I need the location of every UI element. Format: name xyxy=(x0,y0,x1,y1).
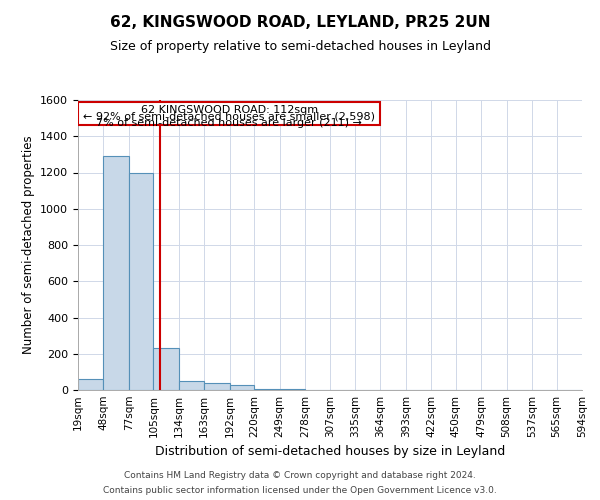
Bar xyxy=(254,389,280,390)
Bar xyxy=(129,172,154,390)
Bar xyxy=(78,102,380,126)
X-axis label: Distribution of semi-detached houses by size in Leyland: Distribution of semi-detached houses by … xyxy=(155,446,505,458)
Bar xyxy=(179,381,204,390)
Bar xyxy=(204,383,230,390)
Bar xyxy=(78,379,103,390)
Text: Contains public sector information licensed under the Open Government Licence v3: Contains public sector information licen… xyxy=(103,486,497,495)
Bar xyxy=(154,348,179,390)
Text: Contains HM Land Registry data © Crown copyright and database right 2024.: Contains HM Land Registry data © Crown c… xyxy=(124,471,476,480)
Text: 62, KINGSWOOD ROAD, LEYLAND, PR25 2UN: 62, KINGSWOOD ROAD, LEYLAND, PR25 2UN xyxy=(110,15,490,30)
Text: 7% of semi-detached houses are larger (211) →: 7% of semi-detached houses are larger (2… xyxy=(96,118,362,128)
Bar xyxy=(230,386,254,390)
Y-axis label: Number of semi-detached properties: Number of semi-detached properties xyxy=(22,136,35,354)
Text: ← 92% of semi-detached houses are smaller (2,598): ← 92% of semi-detached houses are smalle… xyxy=(83,112,375,122)
Bar xyxy=(103,156,129,390)
Text: 62 KINGSWOOD ROAD: 112sqm: 62 KINGSWOOD ROAD: 112sqm xyxy=(140,106,318,116)
Text: Size of property relative to semi-detached houses in Leyland: Size of property relative to semi-detach… xyxy=(110,40,491,53)
